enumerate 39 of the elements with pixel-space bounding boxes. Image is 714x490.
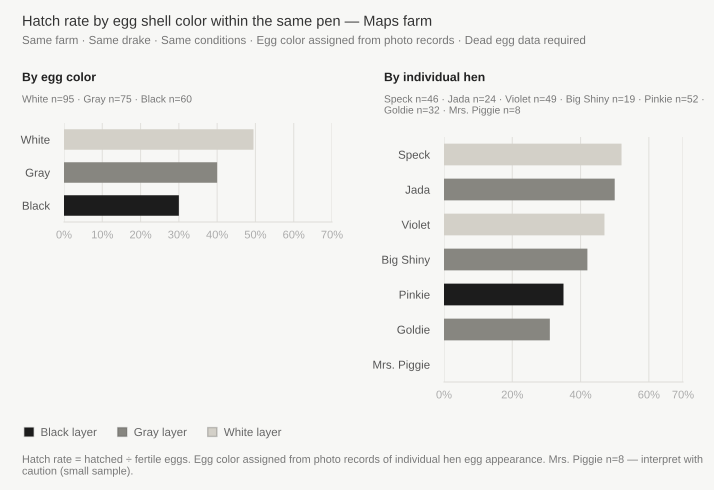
y-tick-label: White xyxy=(20,135,50,144)
text: Hatch rate = hatched ÷ fertile eggs. Egg color assigned from photo records of individual hen egg appearance. Mrs. Piggie n=8 — interpret with caution (small sample). xyxy=(22,455,702,477)
x-tick-label: 60% xyxy=(283,230,304,238)
y-tick-label: Violet xyxy=(402,220,430,229)
chart-subtitle: Speck n=46 · Jada n=24 · Violet n=49 · Big Shiny n=19 · Pinkie n=52 · Goldie n=32 · Mrs. Piggie n=8 xyxy=(384,95,704,116)
bar xyxy=(444,214,604,236)
chart-title: By individual hen xyxy=(384,72,484,84)
x-tick-label: 20% xyxy=(502,390,524,398)
y-tick-label: Goldie xyxy=(397,325,430,334)
y-tick-label: Black xyxy=(22,201,50,210)
x-tick-label: 40% xyxy=(206,230,228,238)
bar xyxy=(444,248,588,270)
legend-label: Black layer xyxy=(41,428,97,438)
y-tick-label: Speck xyxy=(398,150,430,162)
bar xyxy=(444,318,550,340)
text: Hatch rate by egg shell color within the same pen — Maps farm xyxy=(23,15,432,29)
x-tick-label: 40% xyxy=(570,390,592,398)
x-tick-label: 70% xyxy=(321,230,343,238)
x-tick-label: 20% xyxy=(130,230,152,238)
x-tick-label: 0% xyxy=(436,390,452,398)
y-tick-label: Jada xyxy=(405,185,430,194)
chart-subtitle: White n=95 · Gray n=75 · Black n=60 xyxy=(22,95,192,105)
x-tick-label: 60% xyxy=(638,390,660,398)
bar xyxy=(444,144,622,166)
x-tick-label: 70% xyxy=(672,390,694,398)
legend-label: White layer xyxy=(224,428,282,438)
text: Same farm · Same drake · Same conditions · Egg color assigned from photo records · Dead egg data required xyxy=(22,36,586,46)
y-tick-label: Big Shiny xyxy=(382,255,430,266)
chart-title: By egg color xyxy=(22,72,96,84)
y-tick-label: Gray xyxy=(26,168,50,180)
x-tick-label: 30% xyxy=(168,230,190,238)
y-tick-label: Pinkie xyxy=(400,290,430,299)
bar xyxy=(444,178,615,200)
bar xyxy=(444,284,564,306)
y-tick-label: Mrs. Piggie xyxy=(373,360,430,372)
x-tick-label: 0% xyxy=(56,230,72,238)
x-tick-label: 50% xyxy=(244,230,266,238)
x-tick-label: 10% xyxy=(92,230,114,238)
legend-label: Gray layer xyxy=(134,428,187,438)
